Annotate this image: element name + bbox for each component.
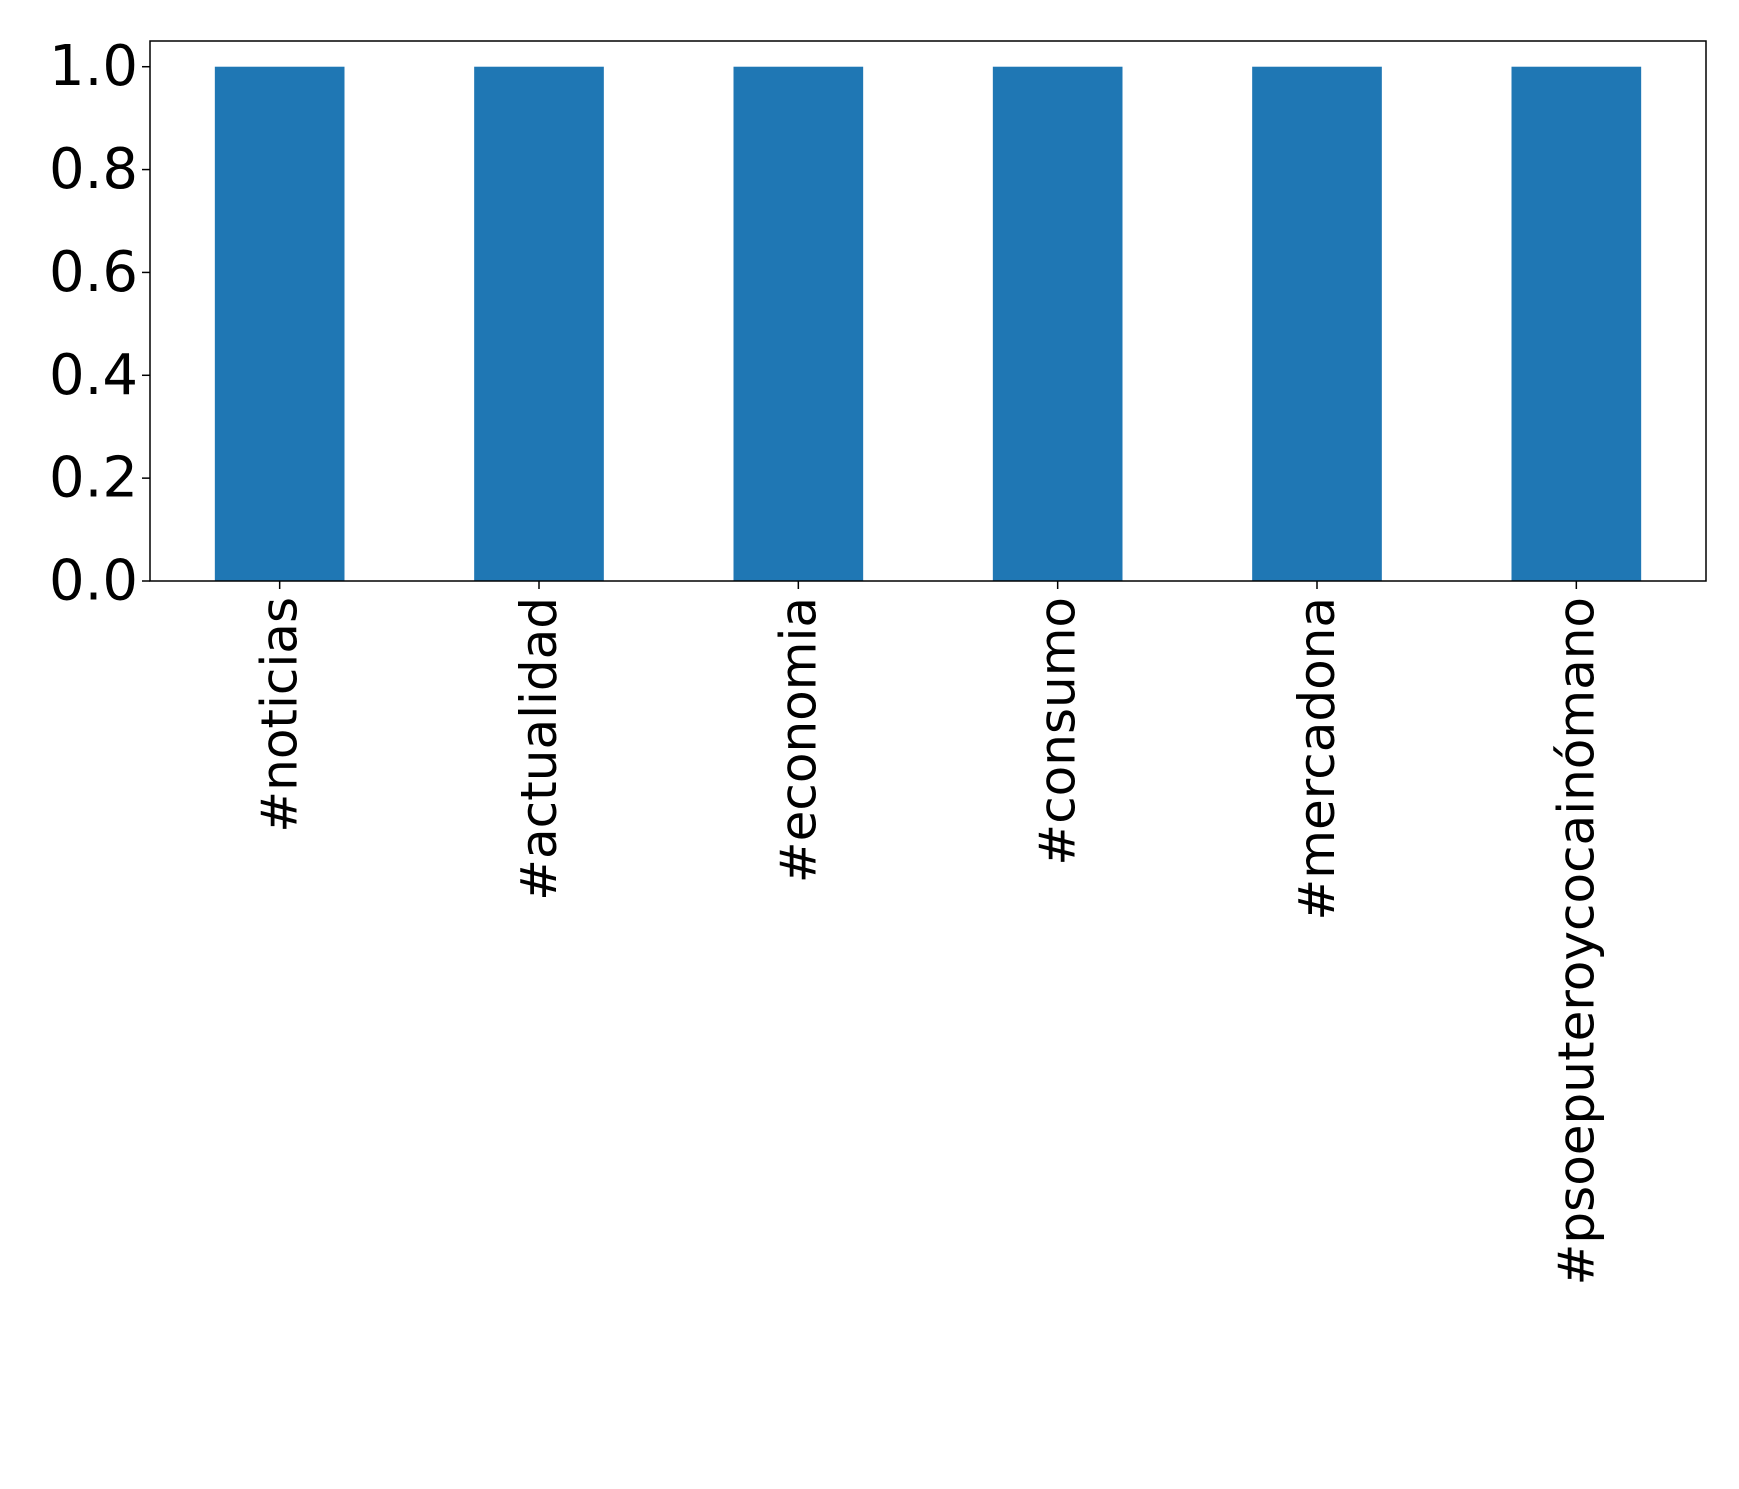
y-tick-label-3: 0.6 (49, 240, 138, 305)
y-tick-label-0: 0.0 (49, 549, 138, 614)
bars-group (214, 66, 1642, 581)
x-tick-label-4: #mercadona (1288, 597, 1346, 921)
y-tick-label-5: 1.0 (49, 34, 138, 99)
bar-1 (474, 66, 604, 581)
x-tick-label-5: #psoeputeroycocainómano (1547, 597, 1605, 1285)
y-tick-label-1: 0.2 (49, 446, 138, 511)
bar-4 (1252, 66, 1382, 581)
y-axis: 0.0 0.2 0.4 0.6 0.8 1.0 (49, 34, 150, 614)
x-axis: #noticias #actualidad #economia #consumo #me… (251, 581, 1605, 1285)
y-tick-label-4: 0.8 (49, 137, 138, 202)
x-tick-label-3: #consumo (1029, 597, 1087, 866)
y-tick-label-2: 0.4 (49, 343, 138, 408)
x-tick-label-0: #noticias (251, 597, 309, 833)
bar-2 (733, 66, 864, 581)
plot-frame (149, 40, 1707, 582)
bar-3 (992, 66, 1123, 581)
bar-0 (214, 66, 345, 581)
x-tick-label-1: #actualidad (510, 597, 568, 901)
x-tick-label-2: #economia (769, 597, 827, 883)
bar-5 (1511, 66, 1642, 581)
